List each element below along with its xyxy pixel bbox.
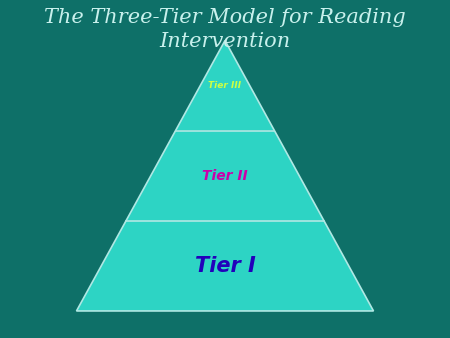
Text: Tier II: Tier II	[202, 169, 248, 183]
Text: Tier I: Tier I	[194, 256, 256, 276]
Polygon shape	[76, 221, 373, 311]
Polygon shape	[126, 130, 324, 221]
Text: The Three-Tier Model for Reading: The Three-Tier Model for Reading	[44, 8, 406, 27]
Text: Tier III: Tier III	[208, 81, 242, 90]
Text: Intervention: Intervention	[159, 32, 291, 51]
Polygon shape	[176, 41, 274, 130]
